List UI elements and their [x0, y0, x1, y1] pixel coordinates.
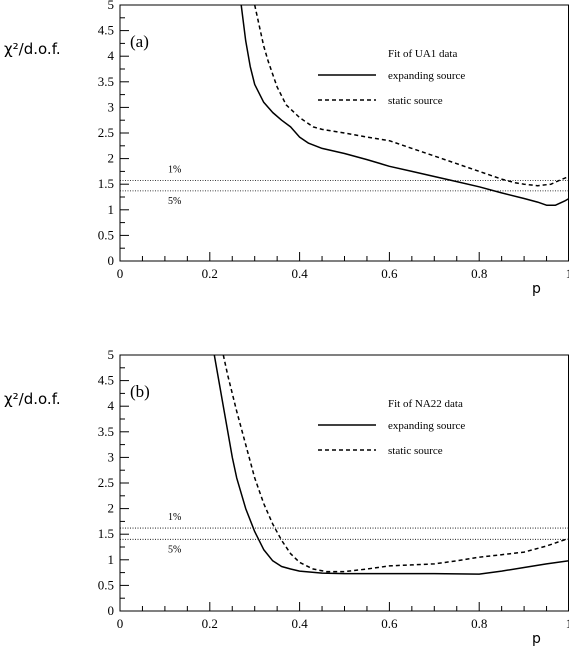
x-axis-label: p: [532, 631, 541, 647]
panel-label: (a): [130, 32, 149, 51]
y-tick-label: 1.5: [98, 176, 114, 191]
x-tick-label: 0.2: [202, 616, 218, 631]
y-tick-label: 1: [108, 202, 115, 217]
legend-title: Fit of UA1 data: [388, 48, 457, 60]
legend-entry: expanding source: [388, 420, 465, 432]
legend-entry: static source: [388, 445, 443, 457]
y-tick-label: 2.5: [98, 125, 114, 140]
y-tick-label: 5: [108, 0, 115, 12]
plot-frame: [119, 354, 569, 612]
y-tick-label: 0.5: [98, 577, 114, 592]
y-tick-label: 4: [108, 398, 115, 413]
y-tick-label: 3: [108, 99, 115, 114]
y-tick-label: 2: [108, 151, 115, 166]
y-tick-label: 4.5: [98, 373, 114, 388]
y-tick-label: 4: [108, 48, 115, 63]
x-tick-label: 1: [566, 266, 569, 281]
legend-title: Fit of NA22 data: [388, 398, 463, 410]
x-tick-label: 0.2: [202, 266, 218, 281]
y-tick-label: 4.5: [98, 23, 114, 38]
y-tick-label: 3.5: [98, 74, 114, 89]
x-tick-label: 0.6: [381, 266, 398, 281]
y-axis-label: χ²/d.o.f.: [4, 40, 61, 58]
x-tick-label: 0.6: [381, 616, 398, 631]
x-tick-label: 0.4: [291, 616, 308, 631]
y-tick-label: 3.5: [98, 424, 114, 439]
y-tick-label: 1.5: [98, 526, 114, 541]
x-tick-label: 0: [117, 266, 124, 281]
reference-line-label: 1%: [168, 512, 181, 523]
y-tick-label: 5: [108, 347, 115, 362]
y-tick-label: 0: [108, 603, 115, 618]
x-tick-label: 1: [566, 616, 569, 631]
y-tick-label: 2.5: [98, 475, 114, 490]
legend-entry: static source: [388, 95, 443, 107]
x-axis-label: p: [532, 281, 541, 297]
y-tick-label: 3: [108, 449, 115, 464]
y-tick-label: 0.5: [98, 227, 114, 242]
panel-label: (b): [130, 382, 150, 401]
reference-line-label: 5%: [168, 196, 181, 207]
y-tick-label: 0: [108, 253, 115, 268]
legend-entry: expanding source: [388, 70, 465, 82]
series-line-expanding: [213, 355, 569, 575]
reference-line-label: 1%: [168, 165, 181, 176]
x-tick-label: 0.4: [291, 266, 308, 281]
x-tick-label: 0.8: [471, 616, 487, 631]
y-axis-label: χ²/d.o.f.: [4, 390, 61, 408]
reference-line-label: 5%: [168, 544, 181, 555]
y-tick-label: 1: [108, 552, 115, 567]
x-tick-label: 0.8: [471, 266, 487, 281]
series-line-expanding: [240, 5, 569, 206]
series-line-static: [222, 355, 569, 573]
series-line-static: [253, 5, 569, 187]
x-tick-label: 0: [117, 616, 124, 631]
y-tick-label: 2: [108, 501, 115, 516]
